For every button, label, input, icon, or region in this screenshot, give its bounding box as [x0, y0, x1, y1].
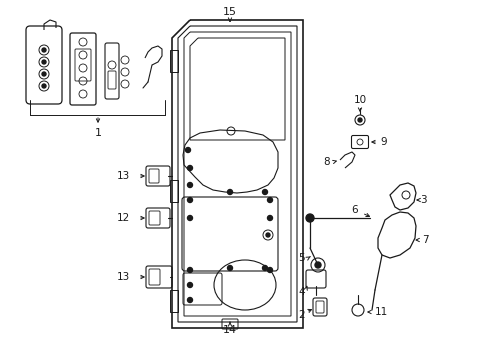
Circle shape [305, 214, 313, 222]
Text: 3: 3 [419, 195, 426, 205]
Text: 10: 10 [353, 95, 366, 105]
Text: 13: 13 [117, 171, 130, 181]
Circle shape [262, 266, 267, 270]
Circle shape [187, 198, 192, 202]
Circle shape [42, 48, 46, 52]
Circle shape [227, 266, 232, 270]
Circle shape [227, 189, 232, 194]
Text: 4: 4 [298, 287, 305, 297]
Circle shape [42, 84, 46, 88]
Bar [170, 180, 178, 202]
Circle shape [262, 189, 267, 194]
Circle shape [265, 233, 269, 237]
Bar [170, 290, 178, 312]
Text: 8: 8 [323, 157, 329, 167]
Text: 7: 7 [421, 235, 428, 245]
Circle shape [187, 267, 192, 273]
Circle shape [42, 60, 46, 64]
Circle shape [187, 297, 192, 302]
Circle shape [357, 118, 361, 122]
Bar [170, 50, 178, 72]
Text: 11: 11 [374, 307, 387, 317]
Circle shape [314, 262, 320, 268]
Circle shape [185, 148, 190, 153]
Text: 15: 15 [223, 7, 237, 17]
Text: 14: 14 [223, 325, 237, 335]
Text: 5: 5 [298, 253, 305, 263]
Circle shape [267, 198, 272, 202]
Circle shape [187, 166, 192, 171]
Text: 9: 9 [379, 137, 386, 147]
Circle shape [267, 216, 272, 220]
Circle shape [187, 283, 192, 288]
Circle shape [187, 183, 192, 188]
Text: 12: 12 [117, 213, 130, 223]
Circle shape [267, 267, 272, 273]
Circle shape [187, 216, 192, 220]
Text: 6: 6 [351, 205, 358, 215]
Circle shape [42, 72, 46, 76]
Text: 13: 13 [117, 272, 130, 282]
Text: 1: 1 [94, 128, 102, 138]
Text: 2: 2 [298, 310, 305, 320]
